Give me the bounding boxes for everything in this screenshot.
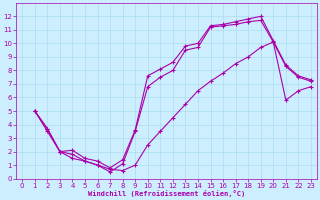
- X-axis label: Windchill (Refroidissement éolien,°C): Windchill (Refroidissement éolien,°C): [88, 190, 245, 197]
